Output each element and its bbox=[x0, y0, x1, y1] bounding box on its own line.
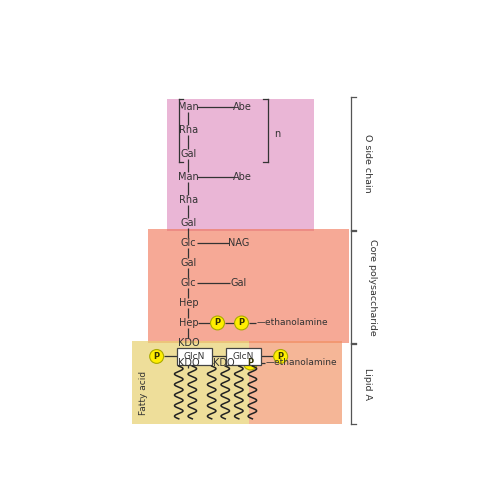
Text: Rha: Rha bbox=[179, 195, 198, 205]
Circle shape bbox=[274, 350, 287, 364]
Bar bbox=[167, 98, 314, 232]
Text: KDO: KDO bbox=[212, 358, 234, 368]
Circle shape bbox=[150, 350, 164, 364]
Text: Glc: Glc bbox=[180, 278, 196, 288]
Bar bbox=[148, 230, 349, 343]
Bar bbox=[248, 341, 342, 424]
Text: P: P bbox=[214, 318, 220, 328]
Circle shape bbox=[210, 316, 224, 330]
Text: P: P bbox=[278, 352, 283, 361]
Text: Hep: Hep bbox=[178, 318, 198, 328]
Text: P: P bbox=[238, 318, 244, 328]
Text: Gal: Gal bbox=[180, 148, 196, 158]
Text: Man: Man bbox=[178, 102, 199, 113]
Bar bbox=[132, 341, 248, 424]
Text: —ethanolamine: —ethanolamine bbox=[256, 318, 328, 328]
Text: Gal: Gal bbox=[180, 258, 196, 268]
FancyBboxPatch shape bbox=[176, 348, 212, 366]
Text: Man: Man bbox=[178, 172, 199, 181]
Text: KDO: KDO bbox=[178, 358, 199, 368]
Text: Rha: Rha bbox=[179, 126, 198, 136]
Text: NAG: NAG bbox=[228, 238, 250, 248]
Text: —ethanolamine: —ethanolamine bbox=[265, 358, 337, 368]
Text: P: P bbox=[248, 358, 254, 368]
Text: Core polysaccharide: Core polysaccharide bbox=[368, 239, 377, 336]
Text: n: n bbox=[274, 128, 280, 138]
Text: Glc: Glc bbox=[180, 238, 196, 248]
Text: Gal: Gal bbox=[180, 218, 196, 228]
Circle shape bbox=[244, 356, 258, 370]
Text: Gal: Gal bbox=[230, 278, 247, 288]
Text: KDO: KDO bbox=[178, 338, 199, 348]
Text: Hep: Hep bbox=[178, 298, 198, 308]
Text: O side chain: O side chain bbox=[363, 134, 372, 192]
Circle shape bbox=[234, 316, 248, 330]
Text: Abe: Abe bbox=[233, 172, 252, 181]
Text: Abe: Abe bbox=[233, 102, 252, 113]
FancyBboxPatch shape bbox=[226, 348, 261, 366]
Text: Fatty acid: Fatty acid bbox=[140, 370, 148, 414]
Text: P: P bbox=[154, 352, 160, 361]
Text: GlcN: GlcN bbox=[184, 352, 205, 361]
Text: Lipid A: Lipid A bbox=[363, 368, 372, 400]
Text: GlcN: GlcN bbox=[233, 352, 254, 361]
